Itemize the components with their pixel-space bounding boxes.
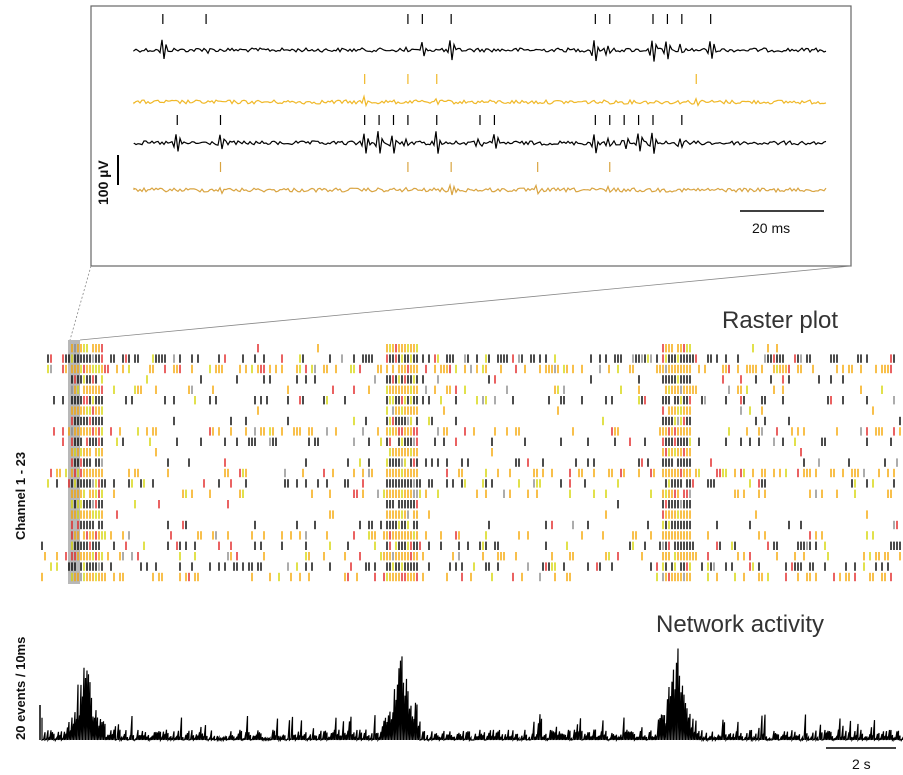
inset-voltage-scale-label: 100 µV [95, 160, 111, 205]
inset-trace [133, 39, 827, 62]
network-time-scale-label: 2 s [852, 756, 871, 772]
network-activity-trace [41, 648, 903, 743]
inset-trace [133, 131, 827, 154]
network-panel [41, 648, 903, 743]
network-title: Network activity [656, 611, 824, 638]
raster-highlight-window [68, 340, 80, 584]
raster-ylabel: Channel 1 - 23 [13, 452, 28, 540]
inset-panel [133, 14, 827, 196]
inset-trace [133, 183, 827, 196]
raster-title: Raster plot [722, 307, 838, 334]
raster-panel [41, 344, 901, 582]
network-ylabel: 20 events / 10ms [13, 637, 28, 740]
inset-frame [90, 5, 852, 267]
inset-trace [133, 94, 827, 108]
zoom-line-left [69, 265, 92, 341]
inset-time-scale-label: 20 ms [752, 220, 790, 236]
zoom-line-right [79, 265, 852, 341]
